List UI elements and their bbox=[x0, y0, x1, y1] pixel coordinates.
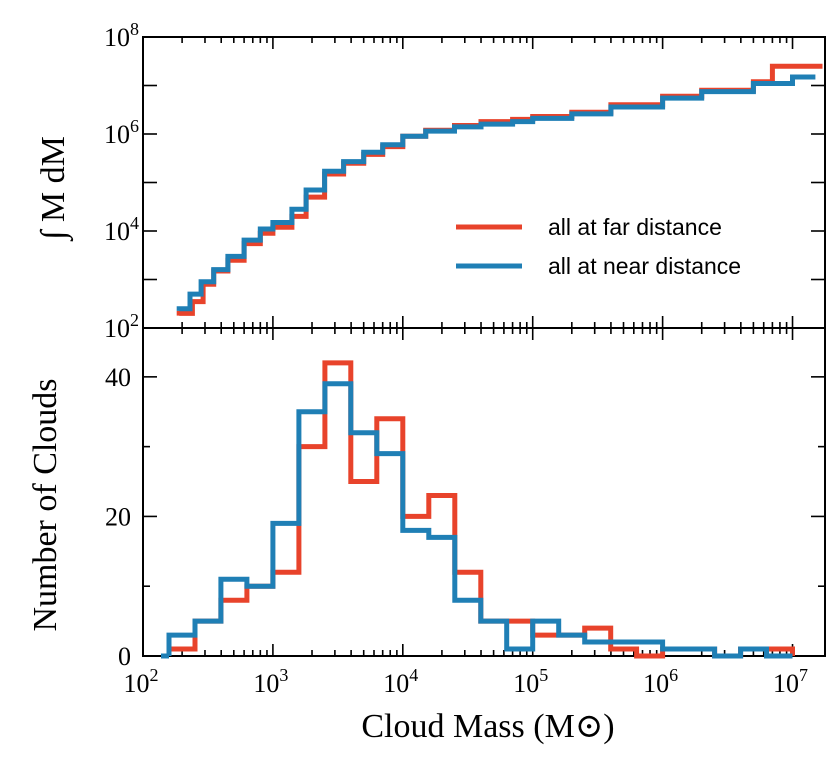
histogram-bar-near bbox=[455, 600, 481, 656]
x-tick-label-base: 10 bbox=[773, 669, 799, 698]
x-axis-label: Cloud Mass (M⊙) bbox=[361, 708, 614, 745]
cumulative-plot-frame bbox=[142, 36, 826, 329]
histogram-near bbox=[166, 381, 793, 659]
cumulative-y-tick-label-base: 10 bbox=[104, 120, 130, 149]
cumulative-y-tick-label: 108 bbox=[104, 19, 139, 52]
x-tick-label: 106 bbox=[643, 665, 678, 698]
histogram-bar-near bbox=[195, 621, 221, 656]
histogram-y-tick-label: 0 bbox=[118, 642, 131, 671]
histogram-series bbox=[161, 360, 795, 659]
cumulative-y-tick-label: 104 bbox=[104, 213, 139, 246]
histogram-bar-far bbox=[195, 621, 221, 656]
cumulative-y-axis-label: ∫ M dM bbox=[35, 136, 74, 242]
cumulative-series bbox=[176, 63, 823, 316]
histogram-bar-near bbox=[377, 454, 403, 656]
legend-label-near: all at near distance bbox=[548, 253, 741, 279]
histogram-bar-near bbox=[247, 586, 273, 656]
histogram-bar-near bbox=[533, 621, 559, 656]
cumulative-y-tick-label-exponent: 8 bbox=[130, 19, 139, 39]
x-tick-label: 105 bbox=[513, 665, 548, 698]
x-tick-label-exponent: 6 bbox=[669, 665, 678, 685]
x-tick-label-exponent: 7 bbox=[799, 665, 808, 685]
x-tick-label-base: 10 bbox=[253, 669, 279, 698]
x-tick-label-exponent: 5 bbox=[539, 665, 548, 685]
x-tick-label-exponent: 2 bbox=[150, 665, 159, 685]
cumulative-y-tick-label-base: 10 bbox=[104, 314, 130, 343]
x-tick-label: 103 bbox=[253, 665, 288, 698]
histogram-plot-frame bbox=[142, 327, 826, 657]
histogram-bar-far bbox=[429, 495, 455, 656]
histogram-bar-near bbox=[403, 530, 429, 656]
cumulative-line-near bbox=[176, 74, 816, 312]
histogram-bar-near bbox=[221, 579, 247, 656]
cumulative-y-axis-title: ∫ M dM bbox=[35, 136, 74, 242]
histogram-bar-far bbox=[221, 600, 247, 656]
cumulative-y-tick-label-base: 10 bbox=[104, 23, 130, 52]
histogram-y-axis-title: Number of Clouds bbox=[27, 378, 64, 631]
cumulative-y-tick-label-base: 10 bbox=[104, 217, 130, 246]
histogram-bar-near bbox=[325, 384, 351, 656]
cumulative-y-tick-label-exponent: 2 bbox=[130, 310, 139, 330]
histogram-bar-far bbox=[299, 447, 325, 656]
histogram-bar-far bbox=[247, 586, 273, 656]
x-tick-label-base: 10 bbox=[124, 669, 150, 698]
histogram-y-axis-label: Number of Clouds bbox=[27, 378, 64, 631]
histogram-y-tick-label: 40 bbox=[105, 363, 131, 392]
x-tick-label: 104 bbox=[383, 665, 418, 698]
histogram-ticks bbox=[142, 328, 825, 657]
histogram-bar-near bbox=[273, 523, 299, 656]
x-tick-label: 102 bbox=[124, 665, 159, 698]
cumulative-y-tick-label: 106 bbox=[104, 116, 139, 149]
cumulative-y-tick-label-exponent: 6 bbox=[130, 116, 139, 136]
histogram-bar-far bbox=[273, 572, 299, 656]
histogram-bar-far bbox=[533, 635, 559, 656]
x-tick-label-exponent: 4 bbox=[409, 665, 418, 685]
x-tick-label: 107 bbox=[773, 665, 808, 698]
histogram-bar-near bbox=[429, 537, 455, 656]
x-tick-label-base: 10 bbox=[643, 669, 669, 698]
legend: all at far distance all at near distance bbox=[456, 214, 741, 279]
x-tick-label-exponent: 3 bbox=[279, 665, 288, 685]
histogram-bar-far bbox=[403, 516, 429, 656]
legend-label-far: all at far distance bbox=[548, 214, 722, 240]
cumulative-y-tick-label-exponent: 4 bbox=[130, 213, 139, 233]
x-tick-label-base: 10 bbox=[513, 669, 539, 698]
histogram-y-tick-label: 20 bbox=[105, 502, 131, 531]
cumulative-y-tick-label: 102 bbox=[104, 310, 139, 343]
histogram-bar-far bbox=[325, 363, 351, 656]
x-tick-label-base: 10 bbox=[383, 669, 409, 698]
histogram-bar-far bbox=[351, 482, 377, 656]
histogram-bar-near bbox=[351, 433, 377, 656]
histogram-bar-far bbox=[455, 572, 481, 656]
cumulative-ticks bbox=[142, 36, 825, 329]
